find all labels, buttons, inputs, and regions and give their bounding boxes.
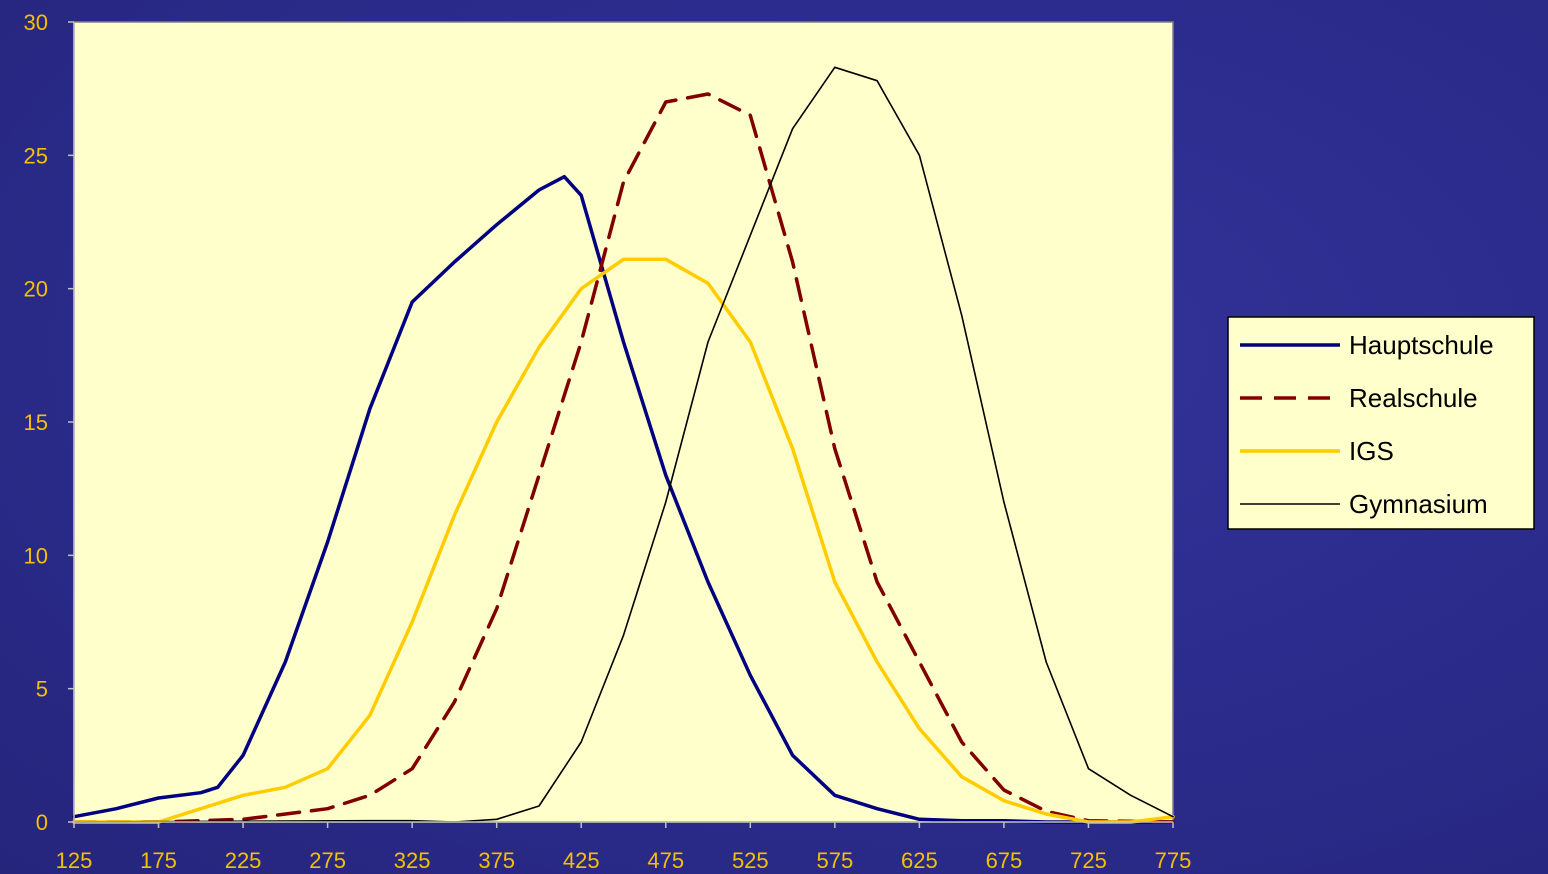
y-tick-label: 10 <box>24 543 48 568</box>
x-tick-label: 375 <box>478 848 515 873</box>
x-tick-label: 625 <box>901 848 938 873</box>
x-tick-label: 575 <box>816 848 853 873</box>
axes: 0 5 10 15 20 25 30 125 175 225 275 325 375 425 475 525 5… <box>24 10 1192 873</box>
x-tick-label: 425 <box>563 848 600 873</box>
legend-box <box>1227 316 1535 530</box>
x-tick-label: 675 <box>986 848 1023 873</box>
y-tick-label: 20 <box>24 277 48 302</box>
legend-label-igs: IGS <box>1349 436 1394 466</box>
y-tick-label: 25 <box>24 143 48 168</box>
legend: Hauptschule Realschule IGS Gymnasium <box>1227 316 1535 530</box>
y-tick-label: 30 <box>24 10 48 35</box>
x-tick-label: 125 <box>56 848 93 873</box>
plot-area <box>73 21 1174 823</box>
y-tick-label: 15 <box>24 410 48 435</box>
y-tick-label: 0 <box>36 810 48 835</box>
legend-label-gymnasium: Gymnasium <box>1349 489 1488 519</box>
legend-label-hauptschule: Hauptschule <box>1349 330 1494 360</box>
x-tick-label: 775 <box>1155 848 1192 873</box>
series-line-hauptschule <box>72 174 1175 824</box>
series-layer <box>72 66 1175 824</box>
series-line-igs <box>72 257 1175 824</box>
legend-label-realschule: Realschule <box>1349 383 1478 413</box>
x-tick-label: 225 <box>225 848 262 873</box>
x-tick-label: 275 <box>309 848 346 873</box>
x-tick-label: 475 <box>647 848 684 873</box>
x-tick-label: 725 <box>1070 848 1107 873</box>
x-tick-label: 325 <box>394 848 431 873</box>
series-line-realschule <box>72 92 1175 824</box>
series-line-gymnasium <box>73 66 1174 823</box>
x-tick-label: 525 <box>732 848 769 873</box>
y-tick-label: 5 <box>36 677 48 702</box>
x-tick-label: 175 <box>140 848 177 873</box>
